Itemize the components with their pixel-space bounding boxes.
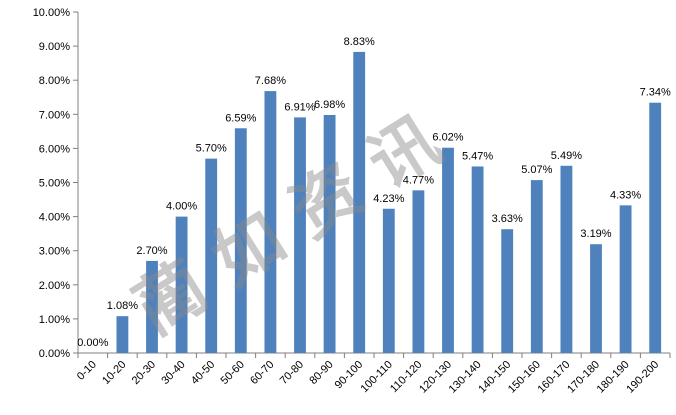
- data-label-150-160: 5.07%: [521, 164, 552, 176]
- y-tick-label: 2.00%: [39, 280, 70, 292]
- data-label-180-190: 4.33%: [610, 189, 641, 201]
- data-label-190-200: 7.34%: [640, 87, 671, 99]
- data-label-100-110: 4.23%: [373, 193, 404, 205]
- y-tick-label: 1.00%: [39, 314, 70, 326]
- y-tick-label: 7.00%: [39, 109, 70, 121]
- y-tick-label: 6.00%: [39, 143, 70, 155]
- bar-80-90: [323, 114, 336, 354]
- bar-50-60: [234, 128, 247, 353]
- watermark: 蔺 如 资 讯: [122, 102, 455, 351]
- bar-60-70: [264, 91, 277, 353]
- x-tick-label-50-60: 50-60: [219, 359, 247, 387]
- bar-160-170: [560, 165, 573, 353]
- bar-40-50: [205, 158, 218, 353]
- data-label-50-60: 6.59%: [225, 112, 256, 124]
- bar-190-200: [649, 102, 662, 354]
- x-tick-label-0-10: 0-10: [75, 359, 99, 383]
- bar-130-140: [471, 166, 484, 353]
- bar-150-160: [530, 180, 543, 353]
- x-tick-label-20-30: 20-30: [130, 359, 158, 387]
- x-tick-label-100-110: 100-110: [358, 359, 394, 395]
- data-label-170-180: 3.19%: [580, 228, 611, 240]
- data-label-40-50: 5.70%: [196, 143, 227, 155]
- bar-90-100: [353, 51, 366, 353]
- y-tick-label: 5.00%: [39, 178, 70, 190]
- data-label-120-130: 6.02%: [432, 132, 463, 144]
- data-label-30-40: 4.00%: [166, 201, 197, 213]
- data-label-60-70: 7.68%: [255, 75, 286, 87]
- bars-layer: [116, 51, 662, 354]
- y-tick-label: 3.00%: [39, 246, 70, 258]
- data-label-110-120: 4.77%: [403, 174, 434, 186]
- data-label-140-150: 3.63%: [492, 213, 523, 225]
- data-label-130-140: 5.47%: [462, 150, 493, 162]
- x-tick-label-190-200: 190-200: [624, 359, 661, 396]
- bar-10-20: [116, 316, 129, 353]
- x-tick-label-70-80: 70-80: [278, 359, 306, 387]
- data-label-70-80: 6.91%: [284, 101, 315, 113]
- data-label-10-20: 1.08%: [107, 300, 138, 312]
- bar-110-120: [412, 190, 425, 353]
- bar-20-30: [146, 260, 158, 353]
- bar-120-130: [442, 147, 454, 353]
- data-label-90-100: 8.83%: [344, 36, 375, 48]
- data-label-80-90: 6.98%: [314, 99, 345, 111]
- data-labels-layer: 0.00% 1.08% 2.70% 4.00% 5.70% 6.59% 7.68% 6.91%…: [77, 36, 671, 349]
- bar-30-40: [175, 216, 188, 353]
- data-label-160-170: 5.49%: [551, 150, 582, 162]
- x-tick-label-10-20: 10-20: [100, 359, 128, 387]
- x-tick-label-40-50: 40-50: [189, 359, 217, 387]
- bar-140-150: [501, 229, 514, 353]
- y-tick-label: 4.00%: [39, 212, 70, 224]
- bar-100-110: [382, 208, 395, 353]
- data-label-20-30: 2.70%: [136, 245, 167, 257]
- bar-170-180: [590, 244, 602, 353]
- x-tick-label-60-70: 60-70: [248, 359, 276, 387]
- watermark-text: 蔺 如 资 讯: [122, 102, 455, 351]
- x-tick-label-30-40: 30-40: [159, 359, 187, 387]
- y-tick-label: 10.00%: [33, 7, 71, 19]
- y-tick-label: 8.00%: [39, 75, 70, 87]
- y-tick-label: 0.00%: [39, 348, 70, 360]
- data-label-0-10: 0.00%: [77, 337, 108, 349]
- y-tick-label: 9.00%: [39, 41, 70, 53]
- bar-70-80: [294, 117, 306, 353]
- bar-180-190: [619, 205, 632, 353]
